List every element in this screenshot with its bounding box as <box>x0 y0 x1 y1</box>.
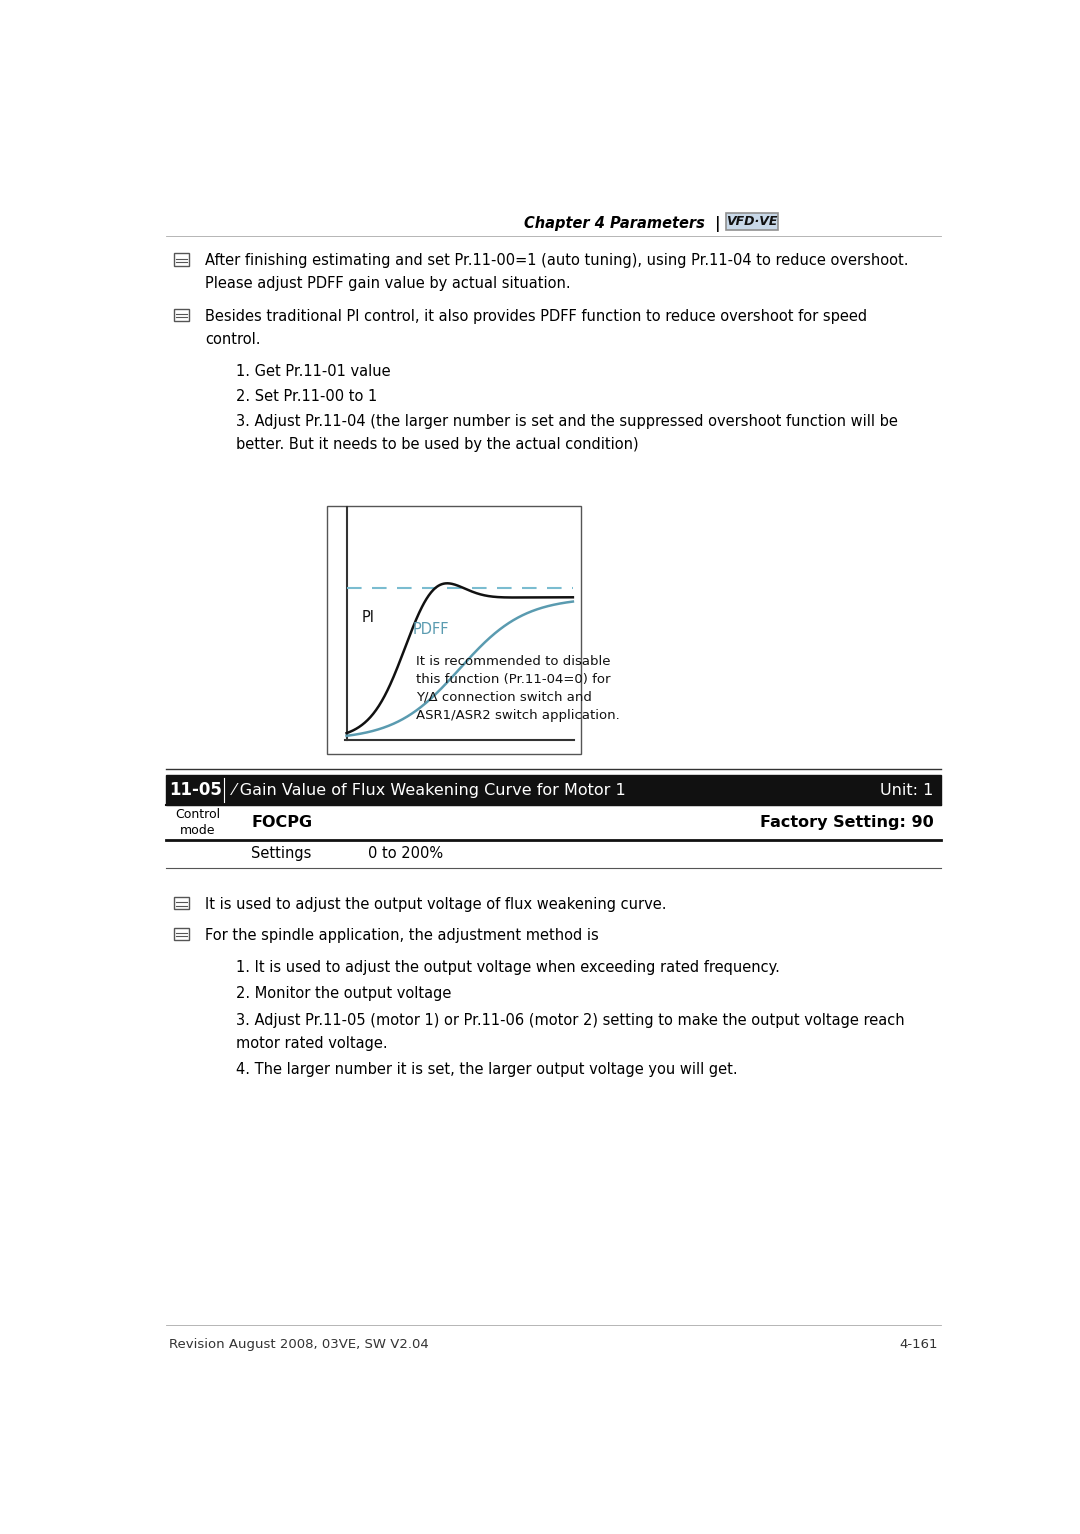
Text: Factory Setting: 90: Factory Setting: 90 <box>759 815 933 830</box>
Text: Revision August 2008, 03VE, SW V2.04: Revision August 2008, 03VE, SW V2.04 <box>170 1338 429 1350</box>
Text: Unit: 1: Unit: 1 <box>880 782 933 798</box>
Text: After finishing estimating and set Pr.11-00=1 (auto tuning), using Pr.11-04 to r: After finishing estimating and set Pr.11… <box>205 253 908 268</box>
Bar <box>174 253 189 265</box>
Text: 1. It is used to adjust the output voltage when exceeding rated frequency.: 1. It is used to adjust the output volta… <box>235 960 780 976</box>
Bar <box>174 308 189 321</box>
Text: Control
mode: Control mode <box>175 808 220 838</box>
Text: For the spindle application, the adjustment method is: For the spindle application, the adjustm… <box>205 928 598 943</box>
Text: better. But it needs to be used by the actual condition): better. But it needs to be used by the a… <box>235 437 638 451</box>
Text: 3. Adjust Pr.11-05 (motor 1) or Pr.11-06 (motor 2) setting to make the output vo: 3. Adjust Pr.11-05 (motor 1) or Pr.11-06… <box>235 1012 904 1028</box>
Text: 4. The larger number it is set, the larger output voltage you will get.: 4. The larger number it is set, the larg… <box>235 1062 738 1077</box>
Bar <box>726 213 779 230</box>
Text: PI: PI <box>362 611 375 624</box>
Text: It is recommended to disable
this function (Pr.11-04=0) for
Y/Δ connection switc: It is recommended to disable this functi… <box>416 655 620 721</box>
Text: 1. Get Pr.11-01 value: 1. Get Pr.11-01 value <box>235 364 390 379</box>
Text: 0 to 200%: 0 to 200% <box>367 847 443 862</box>
Text: 2. Monitor the output voltage: 2. Monitor the output voltage <box>235 986 451 1002</box>
Text: 2. Set Pr.11-00 to 1: 2. Set Pr.11-00 to 1 <box>235 390 377 403</box>
Text: 4-161: 4-161 <box>900 1338 937 1350</box>
Text: FOCPG: FOCPG <box>252 815 312 830</box>
Bar <box>166 776 941 805</box>
Text: PDFF: PDFF <box>413 623 449 637</box>
Text: Settings: Settings <box>252 847 312 862</box>
Bar <box>327 506 581 753</box>
Bar <box>174 928 189 940</box>
Text: ⁄ Gain Value of Flux Weakening Curve for Motor 1: ⁄ Gain Value of Flux Weakening Curve for… <box>233 782 627 798</box>
Text: It is used to adjust the output voltage of flux weakening curve.: It is used to adjust the output voltage … <box>205 897 666 913</box>
Bar <box>174 897 189 910</box>
Text: VFD·VE: VFD·VE <box>726 215 778 229</box>
Text: Please adjust PDFF gain value by actual situation.: Please adjust PDFF gain value by actual … <box>205 276 570 291</box>
Text: 3. Adjust Pr.11-04 (the larger number is set and the suppressed overshoot functi: 3. Adjust Pr.11-04 (the larger number is… <box>235 414 897 428</box>
Text: motor rated voltage.: motor rated voltage. <box>235 1035 388 1051</box>
Text: Besides traditional PI control, it also provides PDFF function to reduce oversho: Besides traditional PI control, it also … <box>205 308 867 324</box>
Text: Chapter 4 Parameters  |: Chapter 4 Parameters | <box>524 216 720 232</box>
Text: control.: control. <box>205 331 260 347</box>
Text: 11-05: 11-05 <box>168 781 221 799</box>
